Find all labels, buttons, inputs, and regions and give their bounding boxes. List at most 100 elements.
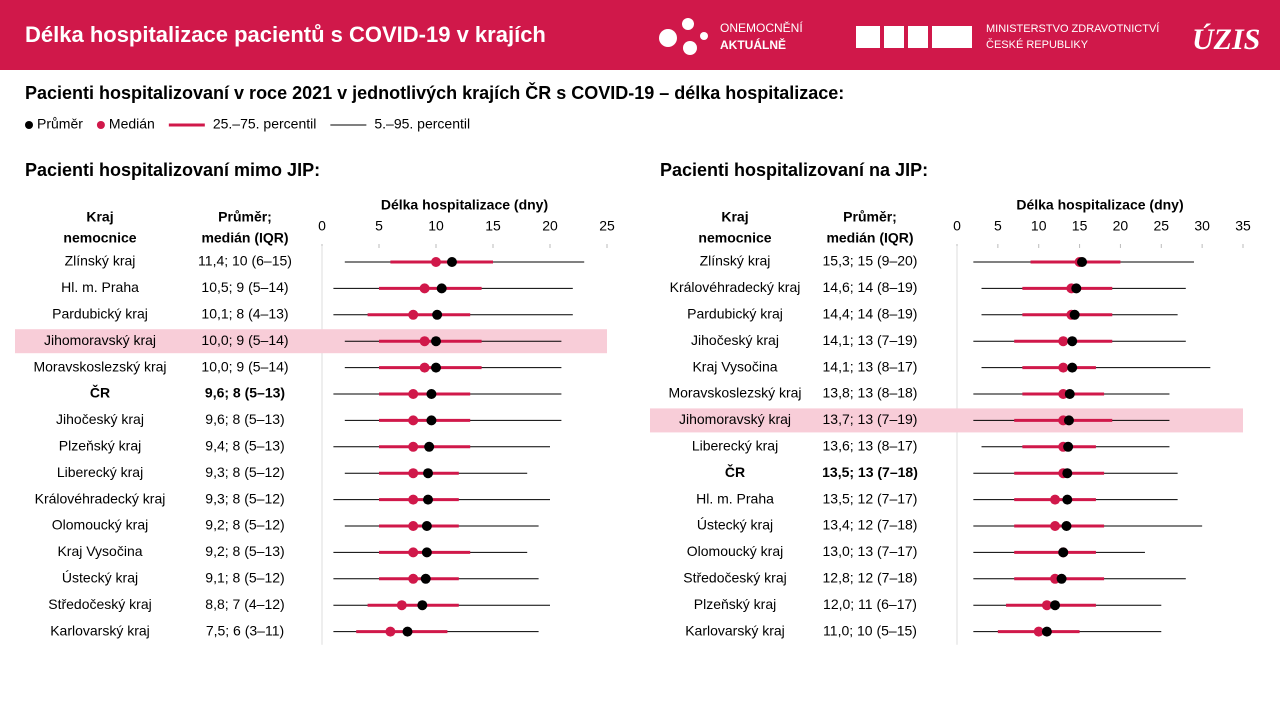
mean-dot [1062, 494, 1073, 505]
mean-dot [423, 468, 434, 479]
column-header: Kraj [721, 209, 748, 225]
mean-dot [431, 336, 441, 347]
mean-dot [446, 257, 457, 267]
mean-dot [431, 362, 441, 373]
header-bar [0, 0, 1280, 70]
median-dot [419, 283, 430, 294]
mean-dot [1067, 362, 1078, 373]
summary-label: 13,6; 13 (8–17) [823, 438, 918, 454]
median-dot [408, 441, 419, 452]
mean-dot [424, 441, 435, 452]
summary-label: 10,1; 8 (4–13) [201, 306, 288, 322]
region-label: Karlovarský kraj [50, 622, 150, 638]
summary-label: 12,8; 12 (7–18) [823, 570, 918, 586]
x-tick-label: 20 [1113, 218, 1129, 234]
column-header: medián (IQR) [826, 230, 913, 246]
summary-label: 9,4; 8 (5–13) [205, 438, 284, 454]
x-tick-label: 5 [994, 218, 1002, 234]
axis-title: Délka hospitalizace (dny) [381, 197, 548, 213]
page-title: Délka hospitalizace pacientů s COVID-19 … [25, 22, 546, 47]
median-dot [408, 521, 419, 531]
region-label: Kraj Vysočina [692, 358, 777, 374]
median-dot [1058, 336, 1069, 347]
summary-label: 10,0; 9 (5–14) [201, 358, 288, 374]
x-tick-label: 15 [485, 218, 501, 234]
summary-label: 9,6; 8 (5–13) [205, 385, 285, 401]
region-label: Hl. m. Praha [696, 490, 774, 506]
summary-label: 7,5; 6 (3–11) [206, 622, 284, 638]
summary-label: 9,2; 8 (5–12) [205, 517, 284, 533]
region-label: Liberecký kraj [692, 438, 778, 454]
x-tick-label: 25 [599, 218, 615, 234]
region-label: ČR [90, 384, 110, 401]
region-label: Moravskoslezský kraj [668, 385, 801, 401]
chart-title: Pacienti hospitalizovaní mimo JIP: [25, 160, 320, 180]
region-label: Ústecký kraj [62, 570, 138, 586]
summary-label: 9,2; 8 (5–13) [205, 543, 284, 559]
chart-title: Pacienti hospitalizovaní na JIP: [660, 160, 928, 180]
mean-dot [426, 389, 437, 399]
column-header: Kraj [86, 209, 113, 225]
legend-marker [25, 121, 33, 129]
mean-dot [1062, 468, 1073, 479]
region-label: Jihomoravský kraj [44, 332, 156, 348]
region-label: Kraj Vysočina [57, 543, 142, 559]
median-dot [1033, 626, 1044, 637]
region-label: Pardubický kraj [52, 306, 148, 322]
column-header: Průměr; [218, 209, 272, 225]
mean-dot [1063, 415, 1074, 426]
median-dot [408, 494, 419, 505]
region-label: Královéhradecký kraj [670, 279, 801, 295]
x-tick-label: 35 [1235, 218, 1251, 234]
mean-dot [1071, 283, 1082, 294]
region-label: Královéhradecký kraj [35, 490, 166, 506]
legend-marker [96, 121, 105, 129]
region-label: Moravskoslezský kraj [33, 358, 166, 374]
mean-dot [1063, 441, 1074, 452]
median-dot [396, 600, 407, 611]
median-dot [408, 468, 419, 479]
summary-label: 13,4; 12 (7–18) [823, 517, 918, 533]
summary-label: 13,5; 12 (7–17) [823, 490, 918, 506]
summary-label: 9,6; 8 (5–13) [205, 411, 284, 427]
logo-icon [856, 26, 972, 48]
mean-dot [436, 283, 447, 294]
mean-dot [420, 573, 431, 584]
region-label: Zlínský kraj [65, 253, 136, 269]
summary-label: 9,3; 8 (5–12) [205, 464, 284, 480]
axis-title: Délka hospitalizace (dny) [1016, 197, 1183, 213]
region-label: Středočeský kraj [683, 570, 786, 586]
logo-text: ONEMOCNĚNÍ [720, 20, 803, 35]
column-header: Průměr; [843, 209, 897, 225]
median-dot [431, 257, 441, 267]
mean-dot [402, 626, 413, 637]
mean-dot [1056, 573, 1067, 584]
legend-label: 5.–95. percentil [374, 116, 470, 132]
summary-label: 13,5; 13 (7–18) [822, 464, 918, 480]
legend-label: Medián [109, 116, 155, 132]
summary-label: 14,6; 14 (8–19) [823, 279, 918, 295]
summary-label: 11,4; 10 (6–15) [198, 253, 292, 269]
mean-dot [423, 494, 434, 505]
x-tick-label: 15 [1072, 218, 1088, 234]
median-dot [408, 573, 419, 584]
x-tick-label: 25 [1153, 218, 1169, 234]
mean-dot [421, 521, 432, 531]
region-label: Karlovarský kraj [685, 622, 785, 638]
median-dot [408, 309, 419, 320]
summary-label: 11,0; 10 (5–15) [823, 622, 917, 638]
mean-dot [1041, 626, 1052, 637]
x-tick-label: 20 [542, 218, 558, 234]
region-label: Olomoucký kraj [687, 543, 783, 559]
legend-label: Průměr [37, 116, 83, 132]
mean-dot [1077, 257, 1088, 267]
summary-label: 15,3; 15 (9–20) [823, 253, 918, 269]
summary-label: 13,0; 13 (7–17) [823, 543, 918, 559]
median-dot [408, 389, 419, 399]
summary-label: 14,4; 14 (8–19) [823, 306, 918, 322]
x-tick-label: 0 [953, 218, 961, 234]
summary-label: 9,3; 8 (5–12) [205, 490, 284, 506]
summary-label: 9,1; 8 (5–12) [205, 570, 284, 586]
logo-text: MINISTERSTVO ZDRAVOTNICTVÍ [986, 22, 1160, 35]
median-dot [1058, 362, 1069, 373]
